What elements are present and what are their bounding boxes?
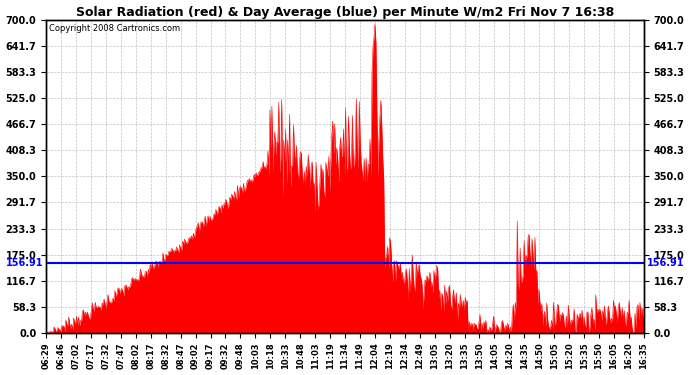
- Title: Solar Radiation (red) & Day Average (blue) per Minute W/m2 Fri Nov 7 16:38: Solar Radiation (red) & Day Average (blu…: [76, 6, 614, 18]
- Text: Copyright 2008 Cartronics.com: Copyright 2008 Cartronics.com: [49, 24, 180, 33]
- Text: 156.91: 156.91: [647, 258, 684, 268]
- Text: 156.91: 156.91: [6, 258, 43, 268]
